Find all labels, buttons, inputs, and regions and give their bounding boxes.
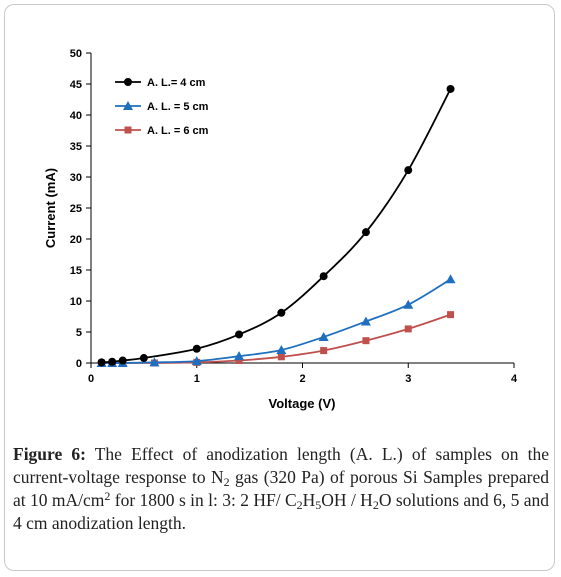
caption-text: O solutions and 6, 5 and 4 cm anodizatio…: [13, 490, 549, 533]
data-point: [445, 274, 456, 284]
data-point: [446, 84, 455, 93]
caption-subscript: 5: [315, 498, 322, 512]
legend-marker: [124, 78, 132, 86]
caption-text: gas (320 Pa) of porous Si Samples prepar…: [13, 467, 549, 510]
legend-marker: [123, 101, 133, 110]
x-tick-label: 1: [194, 373, 200, 385]
chart-series: [96, 84, 456, 367]
caption-superscript: 2: [104, 489, 111, 503]
data-point: [318, 331, 329, 341]
y-tick-label: 10: [70, 296, 82, 308]
caption-subscript: 2: [223, 475, 230, 489]
series-al-4cm: [97, 84, 455, 367]
legend-label: A. L. = 6 cm: [147, 125, 209, 137]
x-tick-label: 2: [299, 373, 305, 385]
data-point: [360, 316, 371, 326]
y-tick-label: 35: [70, 141, 82, 153]
y-tick-label: 30: [70, 172, 82, 184]
data-point: [108, 357, 117, 366]
data-point: [404, 166, 413, 175]
y-axis-title: Current (mA): [43, 168, 58, 248]
data-point: [320, 347, 328, 355]
legend-label: A. L. = 5 cm: [147, 101, 209, 113]
y-tick-label: 5: [76, 327, 82, 339]
series-al-6cm: [98, 311, 455, 367]
data-point: [362, 337, 370, 345]
legend-item: A. L. = 5 cm: [115, 101, 209, 113]
series-al-5cm: [96, 274, 456, 367]
legend-item: A. L. = 6 cm: [115, 125, 209, 137]
x-tick-label: 4: [511, 373, 518, 385]
chart-axes: 0 5 10 15 20 25 30 35 40 45 50 0 1 2 3 4: [70, 48, 518, 385]
legend-marker: [124, 126, 132, 134]
x-tick-label: 0: [88, 373, 94, 385]
y-tick-label: 40: [70, 110, 82, 122]
legend-label: A. L.= 4 cm: [147, 77, 206, 89]
figure-caption: Figure 6: The Effect of anodization leng…: [13, 443, 549, 535]
y-tick-label: 50: [70, 48, 82, 60]
y-tick-label: 0: [76, 358, 82, 370]
data-point: [276, 344, 287, 354]
caption-text: for 1800 s in l: 3: 2 HF/ C: [110, 490, 297, 510]
caption-subscript: 2: [372, 498, 379, 512]
data-point: [361, 228, 370, 237]
data-point: [149, 357, 160, 367]
data-point: [277, 353, 285, 361]
data-point: [97, 358, 106, 367]
y-tick-label: 15: [70, 265, 82, 277]
x-tick-label: 3: [405, 373, 411, 385]
series-line: [101, 278, 452, 364]
caption-text: OH / H: [321, 490, 373, 510]
y-tick-label: 45: [70, 79, 82, 91]
data-point: [447, 311, 455, 319]
data-point: [192, 344, 201, 353]
data-point: [139, 354, 148, 363]
caption-text: The Effect of anodization length (A. L.)…: [13, 444, 549, 487]
caption-text: H: [302, 490, 316, 510]
figure-frame: [4, 4, 555, 571]
chart-legend: A. L.= 4 cm A. L. = 5 cm A. L. = 6 cm: [115, 77, 209, 137]
x-axis-title: Voltage (V): [269, 396, 336, 411]
data-point: [404, 325, 412, 333]
data-point: [319, 272, 328, 281]
data-point: [235, 357, 243, 365]
y-tick-label: 25: [70, 203, 82, 215]
data-point: [277, 308, 286, 317]
legend-item: A. L.= 4 cm: [115, 77, 206, 89]
caption-subscript: 2: [296, 498, 303, 512]
data-point: [403, 299, 414, 309]
y-tick-label: 20: [70, 234, 82, 246]
data-point: [235, 330, 244, 339]
figure-label: Figure 6:: [13, 444, 86, 464]
data-point: [118, 356, 127, 365]
data-point: [234, 351, 245, 361]
data-point: [191, 356, 202, 366]
